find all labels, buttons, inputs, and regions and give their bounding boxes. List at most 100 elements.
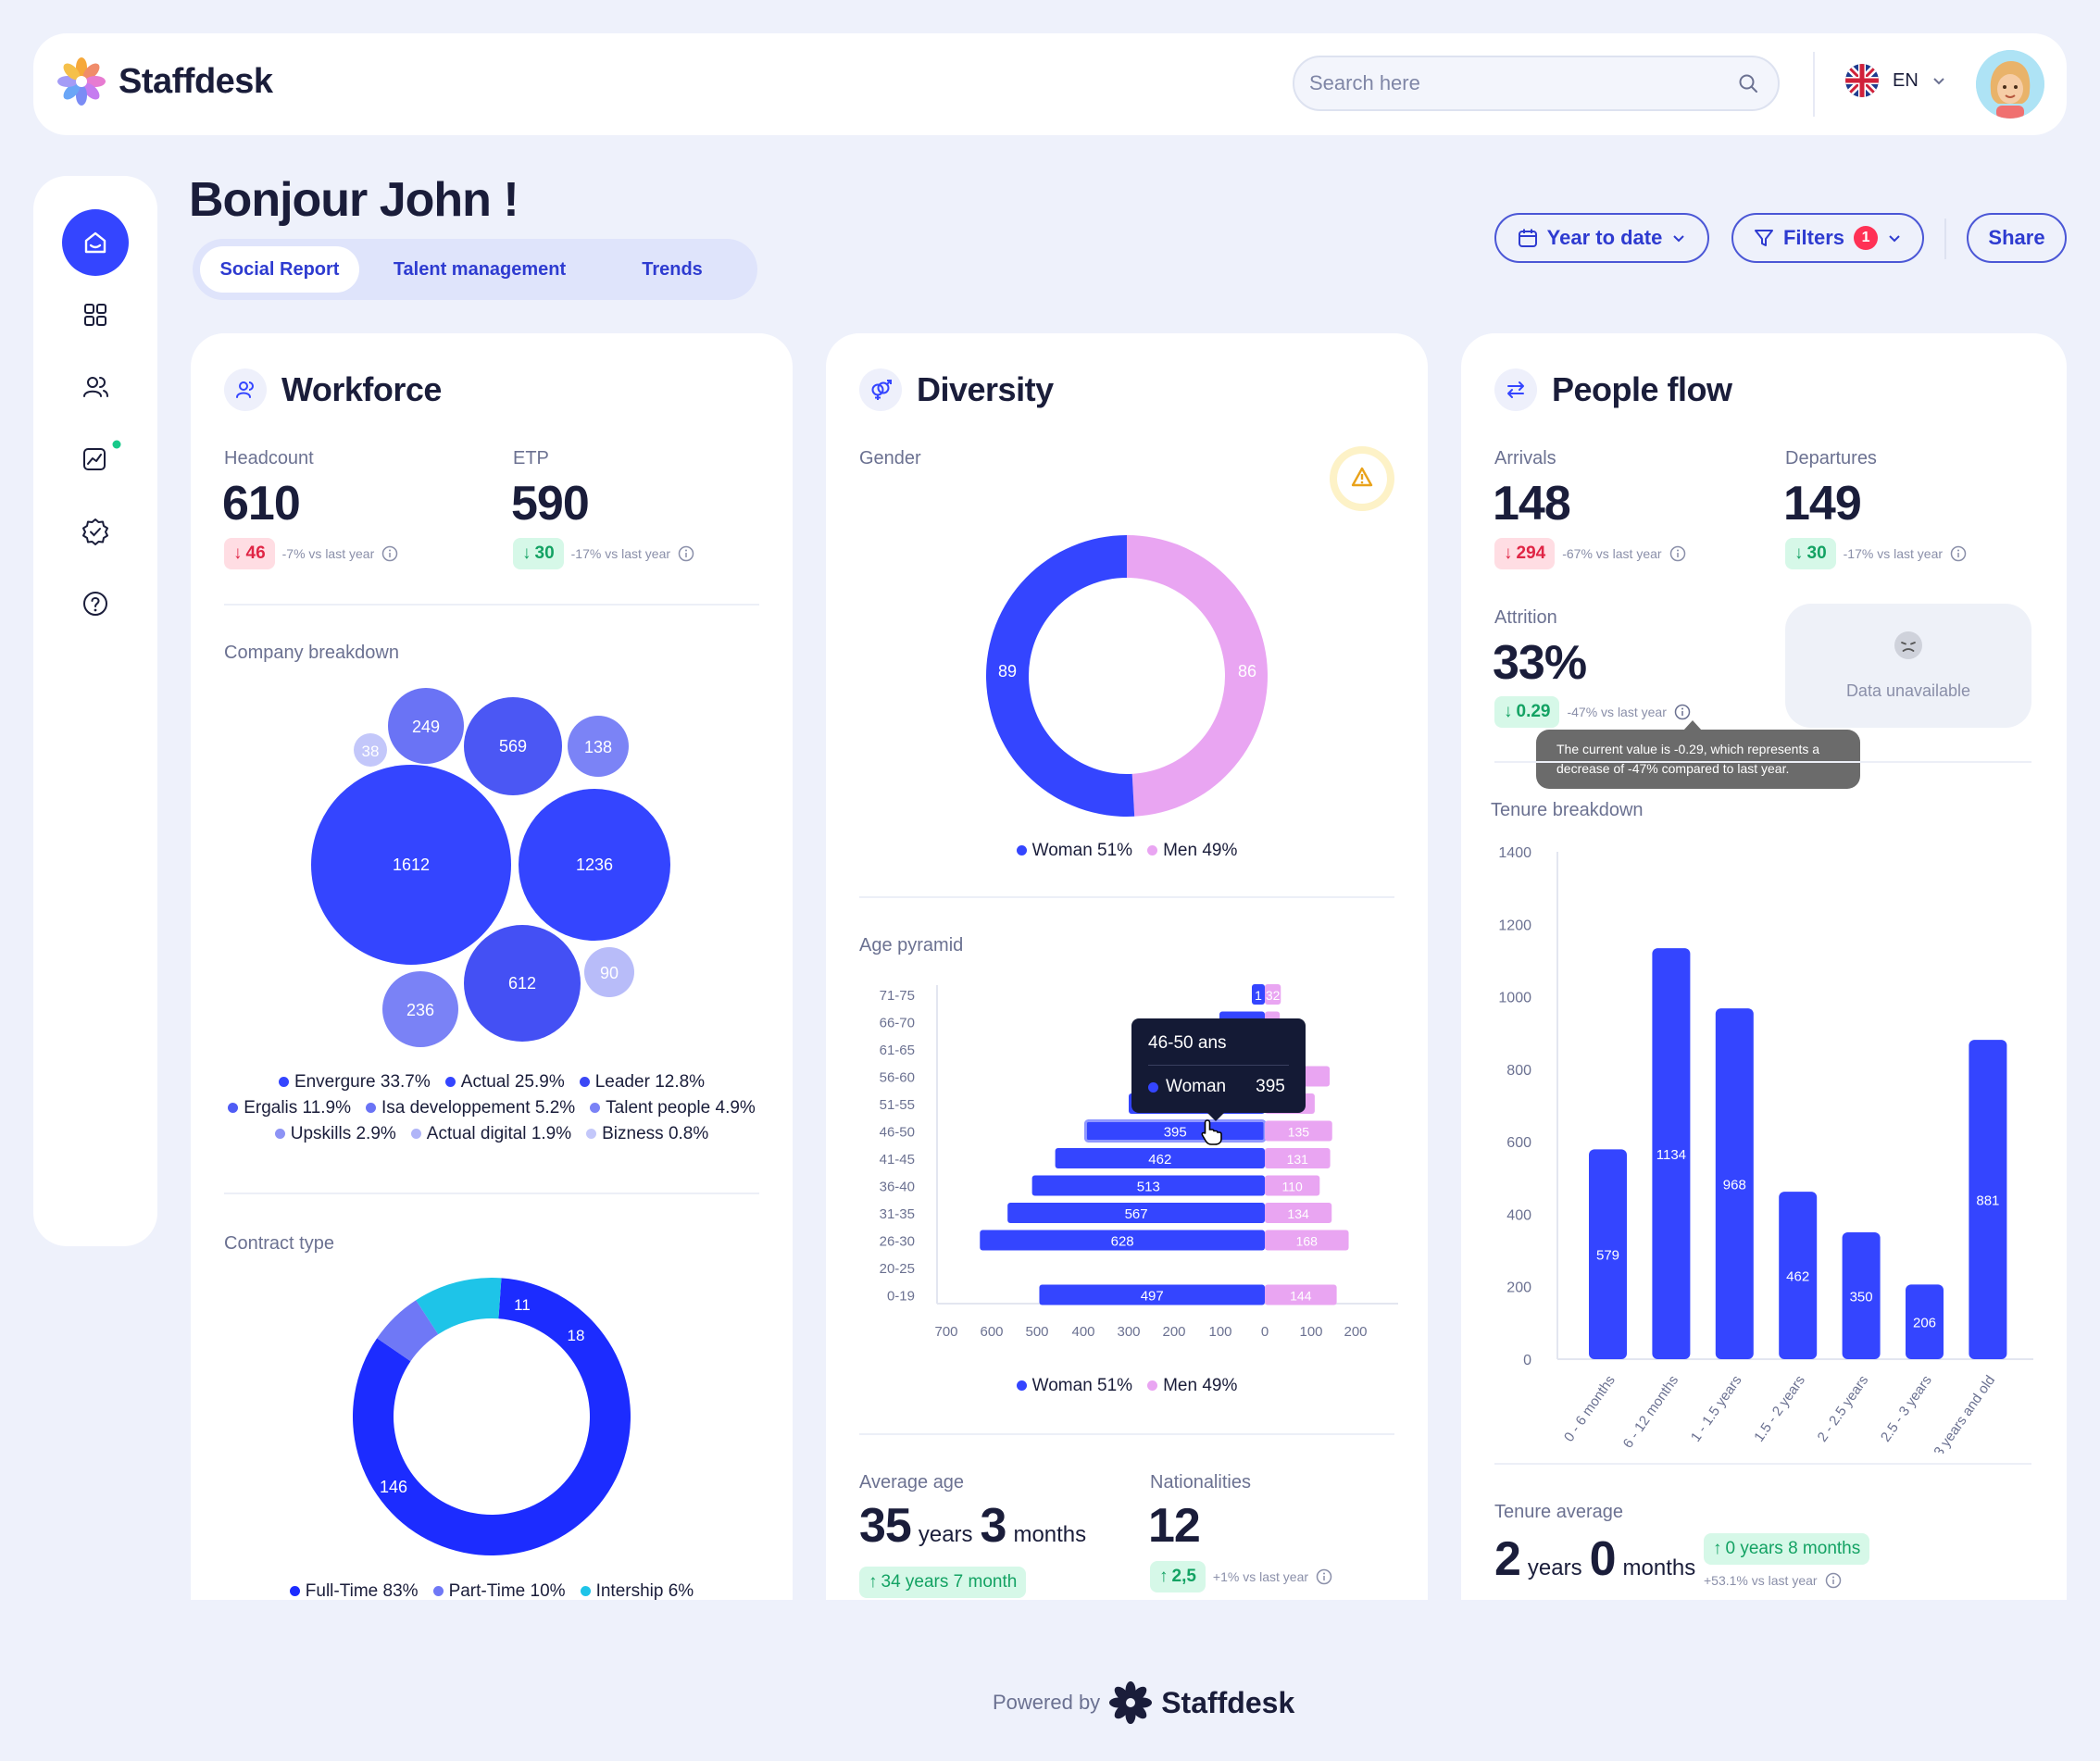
tooltip-arrow bbox=[1683, 720, 1702, 731]
bubble-612[interactable] bbox=[464, 925, 581, 1042]
arrow-down-icon: ↓ bbox=[1504, 702, 1513, 721]
period-selector[interactable]: Year to date bbox=[1494, 213, 1709, 263]
grid-icon[interactable] bbox=[81, 300, 110, 330]
info-icon[interactable] bbox=[1669, 545, 1686, 562]
legend-item: Envergure 33.7% bbox=[278, 1072, 431, 1093]
brand-name: Staffdesk bbox=[119, 61, 273, 101]
gender-slice[interactable] bbox=[1127, 535, 1269, 817]
etp-delta-value: 30 bbox=[534, 543, 555, 563]
bubble-90[interactable] bbox=[584, 947, 634, 997]
bubble-1236[interactable] bbox=[519, 789, 670, 941]
tab-talent-management[interactable]: Talent management bbox=[393, 259, 567, 280]
divider bbox=[859, 1433, 1394, 1435]
nationalities-delta-value: 2,5 bbox=[1171, 1567, 1196, 1586]
contract-slice[interactable] bbox=[416, 1278, 502, 1335]
tooltip-dot bbox=[1148, 1081, 1158, 1093]
gender-slice[interactable] bbox=[986, 535, 1135, 817]
legend-item: Woman 51% bbox=[1016, 841, 1132, 861]
staffdesk-logo-icon bbox=[1109, 1681, 1153, 1724]
tenure-years: 2 bbox=[1494, 1532, 1521, 1586]
bubble-569[interactable] bbox=[464, 697, 562, 795]
contract-slice[interactable] bbox=[377, 1300, 439, 1362]
contract-slice[interactable] bbox=[352, 1278, 631, 1555]
search-input[interactable] bbox=[1294, 57, 1720, 109]
info-icon[interactable] bbox=[678, 545, 694, 562]
etp-label: ETP bbox=[513, 448, 549, 468]
tenure-bar[interactable] bbox=[1715, 1008, 1754, 1359]
age-category-label: 20-25 bbox=[880, 1261, 915, 1277]
filters-count-badge: 1 bbox=[1854, 226, 1879, 250]
pyramid-x-tick: 0 bbox=[1261, 1324, 1269, 1340]
filters-button[interactable]: Filters 1 bbox=[1731, 213, 1924, 263]
pyramid-woman-bar[interactable] bbox=[1252, 984, 1265, 1005]
nationalities-vs: +1% vs last year bbox=[1212, 1569, 1309, 1584]
users-icon[interactable] bbox=[81, 372, 110, 402]
pyramid-men-bar[interactable] bbox=[1265, 1175, 1320, 1196]
tenure-bar[interactable] bbox=[1969, 1040, 2007, 1359]
age-category-label: 31-35 bbox=[880, 1206, 915, 1222]
pyramid-woman-bar[interactable] bbox=[1007, 1203, 1265, 1223]
age-pyramid-label: Age pyramid bbox=[859, 935, 964, 955]
avatar[interactable] bbox=[1976, 50, 2044, 119]
nationalities-delta-badge: ↑ 2,5 bbox=[1150, 1561, 1206, 1592]
pyramid-woman-bar[interactable] bbox=[1055, 1148, 1265, 1168]
tenure-average-label: Tenure average bbox=[1494, 1502, 1623, 1522]
bubble-236[interactable] bbox=[382, 971, 458, 1047]
attrition-vs: -47% vs last year bbox=[1567, 705, 1667, 719]
tenure-bar[interactable] bbox=[1589, 1149, 1627, 1359]
divider bbox=[224, 604, 759, 606]
pyramid-men-bar[interactable] bbox=[1265, 1284, 1337, 1305]
info-icon[interactable] bbox=[381, 545, 398, 562]
verified-badge-icon[interactable] bbox=[81, 517, 110, 546]
tenure-bar[interactable] bbox=[1779, 1192, 1818, 1359]
pyramid-men-bar[interactable] bbox=[1265, 984, 1281, 1005]
info-icon[interactable] bbox=[1674, 704, 1691, 720]
bubble-249[interactable] bbox=[388, 688, 464, 764]
help-icon[interactable] bbox=[81, 589, 110, 618]
tenure-y-tick: 1400 bbox=[1498, 845, 1531, 861]
headcount-delta-badge: ↓ 46 bbox=[224, 538, 275, 569]
tenure-bar[interactable] bbox=[1842, 1232, 1881, 1359]
tenure-bar[interactable] bbox=[1652, 948, 1691, 1359]
language-selector[interactable]: EN bbox=[1844, 63, 1946, 98]
data-unavailable-panel: Data unavailable bbox=[1785, 604, 2031, 728]
tenure-bar[interactable] bbox=[1906, 1284, 1944, 1359]
pyramid-woman-bar[interactable] bbox=[1031, 1175, 1265, 1196]
attrition-delta: ↓ 0.29 -47% vs last year bbox=[1494, 696, 1691, 728]
search-icon[interactable] bbox=[1737, 72, 1759, 94]
pyramid-x-tick: 200 bbox=[1162, 1324, 1185, 1340]
nav-home[interactable] bbox=[62, 209, 129, 276]
tenure-y-tick: 1000 bbox=[1498, 991, 1531, 1006]
tab-social-report[interactable]: Social Report bbox=[200, 246, 359, 293]
bubble-138[interactable] bbox=[568, 716, 629, 777]
pyramid-men-bar[interactable] bbox=[1265, 1203, 1332, 1223]
contract-type-label: Contract type bbox=[224, 1233, 334, 1254]
pyramid-men-bar[interactable] bbox=[1265, 1148, 1331, 1168]
nationalities-delta: ↑ 2,5 +1% vs last year bbox=[1150, 1561, 1332, 1592]
brand[interactable]: Staffdesk bbox=[56, 56, 273, 107]
tab-trends[interactable]: Trends bbox=[642, 259, 703, 280]
headcount-label: Headcount bbox=[224, 448, 314, 468]
pyramid-men-bar[interactable] bbox=[1265, 1120, 1332, 1142]
etp-delta: ↓ 30 -17% vs last year bbox=[513, 538, 694, 569]
notification-dot-icon bbox=[112, 440, 121, 449]
pyramid-x-tick: 500 bbox=[1025, 1324, 1048, 1340]
tenure-y-tick: 0 bbox=[1523, 1353, 1531, 1368]
etp-delta-badge: ↓ 30 bbox=[513, 538, 564, 569]
arrow-down-icon: ↓ bbox=[522, 543, 531, 563]
pyramid-woman-bar[interactable] bbox=[980, 1230, 1265, 1251]
share-button[interactable]: Share bbox=[1967, 213, 2067, 263]
pyramid-value-label: 168 bbox=[1296, 1234, 1319, 1249]
pyramid-value-label: 628 bbox=[1111, 1234, 1134, 1250]
people-flow-card bbox=[1461, 333, 2067, 1600]
info-icon[interactable] bbox=[1950, 545, 1967, 562]
search-box[interactable] bbox=[1293, 56, 1780, 111]
analytics-icon[interactable] bbox=[81, 444, 110, 474]
bubble-1612[interactable] bbox=[311, 765, 511, 965]
pyramid-woman-bar[interactable] bbox=[1039, 1284, 1265, 1305]
bubble-38[interactable] bbox=[354, 733, 387, 767]
pyramid-men-bar[interactable] bbox=[1265, 1230, 1349, 1251]
warning-icon[interactable] bbox=[1328, 444, 1396, 513]
info-icon[interactable] bbox=[1316, 1568, 1332, 1585]
info-icon[interactable] bbox=[1825, 1572, 1842, 1589]
